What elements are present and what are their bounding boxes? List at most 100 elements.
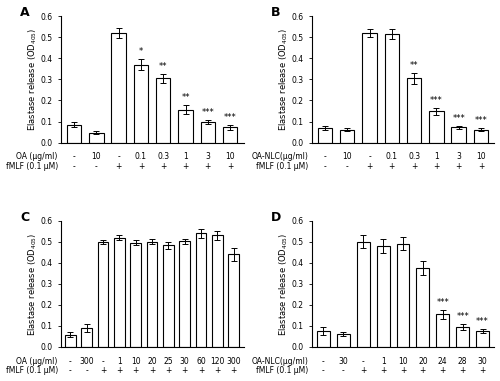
Bar: [163, 245, 173, 347]
Text: -: -: [102, 357, 104, 366]
Text: ***: ***: [436, 298, 449, 307]
Bar: [318, 128, 332, 142]
Text: -: -: [362, 357, 364, 366]
Bar: [384, 34, 399, 142]
Text: OA-NLC(μg/ml): OA-NLC(μg/ml): [252, 152, 308, 161]
Text: +: +: [198, 367, 204, 375]
Text: +: +: [116, 367, 122, 375]
Text: ***: ***: [474, 116, 488, 125]
Bar: [82, 328, 92, 347]
Text: **: **: [182, 93, 190, 102]
Text: *: *: [139, 47, 143, 56]
Text: +: +: [456, 162, 462, 171]
Bar: [340, 130, 354, 142]
Text: -: -: [86, 367, 88, 375]
Bar: [474, 130, 488, 142]
Text: 1: 1: [434, 152, 439, 161]
Text: D: D: [272, 210, 281, 224]
Text: -: -: [69, 367, 72, 375]
Text: -: -: [117, 152, 120, 161]
Text: fMLF (0.1 μM): fMLF (0.1 μM): [6, 162, 58, 171]
Text: OA (μg/ml): OA (μg/ml): [16, 152, 58, 161]
Text: -: -: [322, 367, 325, 375]
Text: **: **: [159, 62, 168, 71]
Text: ***: ***: [456, 312, 469, 321]
Text: 10: 10: [92, 152, 101, 161]
Bar: [89, 133, 104, 142]
Bar: [356, 242, 370, 347]
Text: 300: 300: [80, 357, 94, 366]
Text: A: A: [20, 6, 30, 19]
Text: +: +: [182, 162, 188, 171]
Text: -: -: [95, 162, 98, 171]
Text: ***: ***: [430, 96, 443, 105]
Text: 1: 1: [183, 152, 188, 161]
Text: 28: 28: [458, 357, 468, 366]
Y-axis label: Elastase release (OD$_{405}$): Elastase release (OD$_{405}$): [278, 232, 290, 336]
Text: -: -: [72, 152, 76, 161]
Bar: [112, 33, 126, 142]
Text: -: -: [342, 367, 344, 375]
Text: C: C: [20, 210, 30, 224]
Bar: [362, 33, 377, 142]
Text: +: +: [160, 162, 166, 171]
Text: ***: ***: [224, 113, 236, 122]
Text: 30: 30: [338, 357, 348, 366]
Bar: [196, 233, 206, 347]
Bar: [223, 128, 238, 142]
Text: +: +: [227, 162, 234, 171]
Bar: [98, 242, 108, 347]
Text: 30: 30: [180, 357, 190, 366]
Bar: [212, 235, 222, 347]
Text: 10: 10: [398, 357, 408, 366]
Text: +: +: [138, 162, 144, 171]
Text: +: +: [230, 367, 237, 375]
Bar: [134, 65, 148, 142]
Bar: [178, 110, 193, 142]
Text: +: +: [411, 162, 418, 171]
Text: 30: 30: [478, 357, 488, 366]
Bar: [146, 242, 158, 347]
Text: -: -: [368, 152, 371, 161]
Text: -: -: [324, 162, 326, 171]
Text: +: +: [434, 162, 440, 171]
Text: 10: 10: [226, 152, 235, 161]
Bar: [180, 241, 190, 347]
Text: 1: 1: [117, 357, 122, 366]
Bar: [200, 122, 215, 142]
Text: +: +: [366, 162, 372, 171]
Bar: [416, 268, 430, 347]
Bar: [114, 238, 124, 347]
Text: -: -: [72, 162, 76, 171]
Text: +: +: [420, 367, 426, 375]
Bar: [429, 111, 444, 142]
Text: 3: 3: [456, 152, 461, 161]
Y-axis label: Elastase release (OD$_{405}$): Elastase release (OD$_{405}$): [27, 28, 40, 131]
Text: OA (μg/ml): OA (μg/ml): [16, 357, 58, 366]
Bar: [66, 125, 81, 142]
Text: +: +: [380, 367, 386, 375]
Text: ***: ***: [202, 108, 214, 117]
Text: +: +: [182, 367, 188, 375]
Text: 25: 25: [164, 357, 173, 366]
Text: ***: ***: [476, 317, 489, 326]
Bar: [317, 331, 330, 347]
Bar: [452, 128, 466, 142]
Text: -: -: [322, 357, 325, 366]
Text: OA-NLC(μg/ml): OA-NLC(μg/ml): [252, 357, 308, 366]
Text: +: +: [388, 162, 395, 171]
Bar: [407, 78, 422, 142]
Text: ***: ***: [452, 114, 465, 123]
Text: 0.1: 0.1: [135, 152, 147, 161]
Y-axis label: Elastase release (OD$_{405}$): Elastase release (OD$_{405}$): [278, 28, 290, 131]
Text: +: +: [165, 367, 172, 375]
Text: 20: 20: [418, 357, 428, 366]
Text: 3: 3: [206, 152, 210, 161]
Text: fMLF (0.1 μM): fMLF (0.1 μM): [256, 162, 308, 171]
Bar: [376, 246, 390, 347]
Text: 24: 24: [438, 357, 448, 366]
Text: 10: 10: [342, 152, 352, 161]
Text: -: -: [346, 162, 348, 171]
Bar: [337, 334, 350, 347]
Text: +: +: [116, 162, 122, 171]
